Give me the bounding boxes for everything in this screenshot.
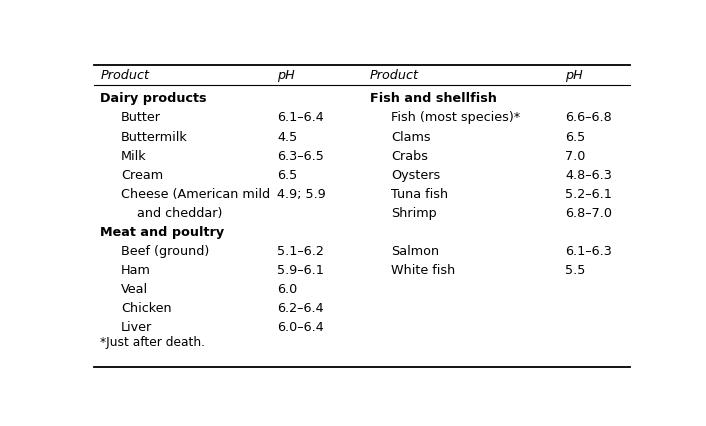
Text: 6.3–6.5: 6.3–6.5: [277, 149, 324, 162]
Text: 4.9; 5.9: 4.9; 5.9: [277, 187, 325, 200]
Text: 6.5: 6.5: [277, 168, 297, 181]
Text: Dairy products: Dairy products: [100, 92, 207, 105]
Text: Beef (ground): Beef (ground): [121, 245, 210, 257]
Text: Product: Product: [100, 69, 149, 82]
Text: 7.0: 7.0: [566, 149, 586, 162]
Text: *Just after death.: *Just after death.: [100, 335, 205, 348]
Text: Clams: Clams: [391, 130, 431, 143]
Text: Cream: Cream: [121, 168, 163, 181]
Text: Veal: Veal: [121, 282, 148, 295]
Text: 6.8–7.0: 6.8–7.0: [566, 206, 612, 219]
Text: 6.5: 6.5: [566, 130, 585, 143]
Text: Crabs: Crabs: [391, 149, 428, 162]
Text: 5.5: 5.5: [566, 263, 586, 276]
Text: Ham: Ham: [121, 263, 151, 276]
Text: Butter: Butter: [121, 111, 161, 124]
Text: and cheddar): and cheddar): [121, 206, 222, 219]
Text: Salmon: Salmon: [391, 245, 439, 257]
Text: 5.1–6.2: 5.1–6.2: [277, 245, 324, 257]
Text: Cheese (American mild: Cheese (American mild: [121, 187, 270, 200]
Text: Fish and shellfish: Fish and shellfish: [370, 92, 497, 105]
Text: Fish (most species)*: Fish (most species)*: [391, 111, 520, 124]
Text: 5.9–6.1: 5.9–6.1: [277, 263, 324, 276]
Text: 5.2–6.1: 5.2–6.1: [566, 187, 612, 200]
Text: Chicken: Chicken: [121, 302, 172, 314]
Text: 6.2–6.4: 6.2–6.4: [277, 302, 323, 314]
Text: Meat and poultry: Meat and poultry: [100, 225, 225, 238]
Text: 6.1–6.3: 6.1–6.3: [566, 245, 612, 257]
Text: Buttermilk: Buttermilk: [121, 130, 188, 143]
Text: 6.6–6.8: 6.6–6.8: [566, 111, 612, 124]
Text: White fish: White fish: [391, 263, 455, 276]
Text: 6.0: 6.0: [277, 282, 297, 295]
Text: 4.5: 4.5: [277, 130, 297, 143]
Text: 6.0–6.4: 6.0–6.4: [277, 320, 324, 334]
Text: 6.1–6.4: 6.1–6.4: [277, 111, 324, 124]
Text: Tuna fish: Tuna fish: [391, 187, 448, 200]
Text: Liver: Liver: [121, 320, 152, 334]
Text: 4.8–6.3: 4.8–6.3: [566, 168, 612, 181]
Text: Milk: Milk: [121, 149, 147, 162]
Text: Oysters: Oysters: [391, 168, 440, 181]
Text: Product: Product: [370, 69, 419, 82]
Text: pH: pH: [566, 69, 583, 82]
Text: pH: pH: [277, 69, 295, 82]
Text: Shrimp: Shrimp: [391, 206, 436, 219]
